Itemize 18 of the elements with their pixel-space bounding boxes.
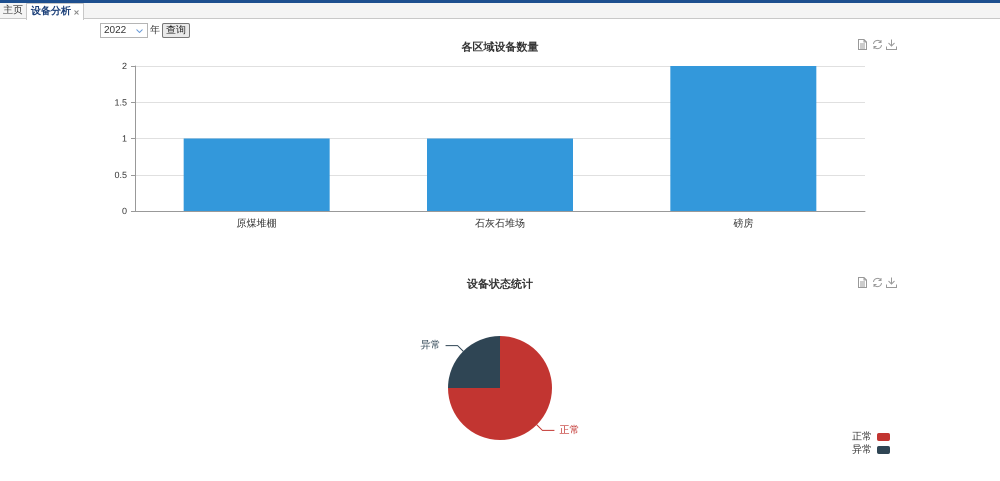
- y-tick-label: 1.5: [114, 97, 127, 108]
- select-field: 2022: [100, 23, 148, 38]
- slice-label: 正常: [559, 424, 580, 436]
- y-tick-label: 1: [122, 134, 127, 144]
- slice-label: 异常: [420, 339, 441, 352]
- chart-title: 设备状态统计: [466, 278, 533, 290]
- legend-label: 正常: [852, 430, 872, 442]
- x-tick-label: 磅房: [732, 218, 754, 230]
- chart-title: 各区域设备数量: [460, 40, 538, 54]
- x-tick-label: 石灰石堆场: [475, 218, 525, 230]
- y-tick-label: 0: [122, 206, 127, 216]
- button: 查询: [162, 23, 190, 38]
- tab: 设备分析: [26, 3, 84, 20]
- y-tick-label: 0.5: [114, 170, 127, 180]
- y-tick-label: 2: [122, 61, 127, 71]
- x-tick-label: 原煤堆棚: [236, 218, 277, 230]
- legend-label: 异常: [852, 444, 872, 456]
- text: 年: [150, 24, 160, 37]
